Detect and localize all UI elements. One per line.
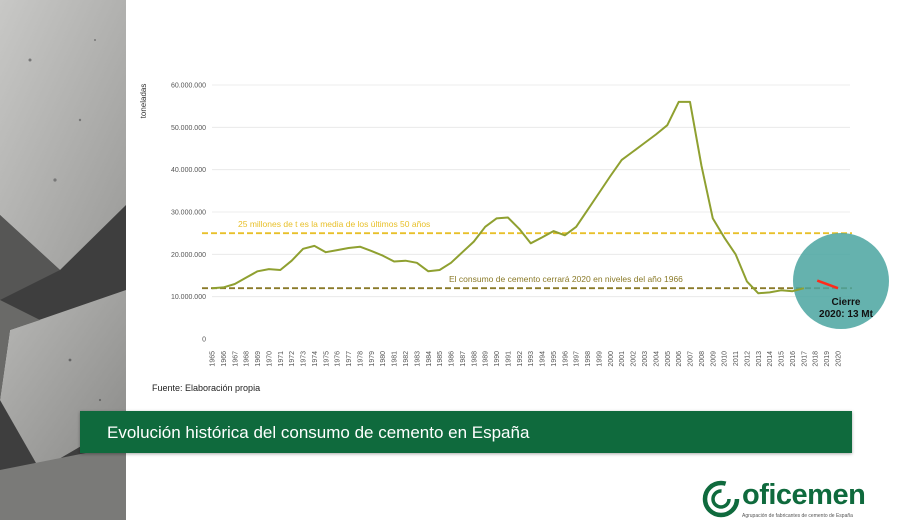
x-tick-label: 2012 [744,351,751,367]
x-tick-label: 1965 [210,351,217,367]
cement-consumption-chart: toneladas 0 10.000.000 20.000.000 30.000.00… [139,83,889,367]
x-tick-label: 1992 [517,351,524,367]
x-tick-label: 1991 [505,351,512,367]
reference-line-label: El consumo de cemento cerrará 2020 en ni… [449,274,683,284]
x-tick-label: 1977 [346,351,353,367]
x-tick-label: 1969 [255,351,262,367]
x-tick-label: 1982 [403,351,410,367]
x-tick-label: 1997 [574,351,581,367]
y-axis-title: toneladas [139,84,148,119]
reference-lines: 25 millones de t es la media de los últi… [202,219,852,290]
forecast-segment [816,279,839,290]
x-tick-label: 1984 [426,351,433,367]
x-tick-label: 1987 [460,351,467,367]
x-tick-label: 2013 [756,351,763,367]
y-tick-label: 30.000.000 [171,210,206,217]
title-banner: Evolución histórica del consumo de cemen… [80,411,852,453]
x-tick-label: 1970 [266,351,273,367]
x-tick-label: 2017 [801,351,808,367]
y-tick-label: 20.000.000 [171,252,206,259]
x-tick-label: 1979 [369,351,376,367]
y-tick-label: 40.000.000 [171,167,206,174]
callout-label: 2020: 13 Mt [819,309,874,320]
x-tick-label: 2010 [722,351,729,367]
x-tick-label: 2016 [790,351,797,367]
y-tick-label: 10.000.000 [171,294,206,301]
concrete-background [0,0,126,520]
x-tick-label: 1986 [449,351,456,367]
x-tick-label: 1966 [221,351,228,367]
y-tick-label: 0 [202,337,206,344]
x-tick-label: 2000 [608,351,615,367]
y-tick-label: 50.000.000 [171,125,206,132]
x-tick-label: 2008 [699,351,706,367]
x-tick-label: 2014 [767,351,774,367]
gridlines [212,84,850,298]
x-tick-label: 1981 [392,351,399,367]
x-tick-label: 1993 [528,351,535,367]
x-tick-label: 1995 [551,351,558,367]
x-tick-label: 1972 [289,351,296,367]
x-axis-tick-labels: 1965 1966 1967 1968 1969 1970 1971 1972 1973 1974… [210,351,843,367]
series-line [211,100,805,295]
x-tick-label: 1989 [483,351,490,367]
logo-tagline: Agrupación de fabricantes de cemento de … [742,513,853,519]
x-tick-label: 1983 [414,351,421,367]
x-tick-label: 2009 [710,351,717,367]
x-tick-label: 2019 [824,351,831,367]
x-tick-label: 2006 [676,351,683,367]
x-tick-label: 2005 [665,351,672,367]
y-tick-label: 60.000.000 [171,83,206,90]
x-tick-label: 2001 [619,351,626,367]
x-tick-label: 1980 [380,351,387,367]
reference-line-label: 25 millones de t es la media de los últi… [238,219,430,229]
x-tick-label: 2004 [653,351,660,367]
x-tick-label: 2011 [733,351,740,366]
x-tick-label: 2007 [688,351,695,367]
logo-wordmark: oficemen [742,479,866,511]
x-tick-label: 1968 [244,351,251,367]
x-tick-label: 2003 [642,351,649,367]
x-tick-label: 2015 [779,351,786,367]
x-tick-label: 1978 [357,351,364,367]
x-tick-label: 2020 [836,351,843,367]
x-tick-label: 2002 [631,351,638,367]
x-tick-label: 1976 [335,351,342,367]
x-tick-label: 1967 [232,351,239,367]
x-tick-label: 1974 [312,351,319,367]
x-tick-label: 1998 [585,351,592,367]
y-axis-tick-labels: 0 10.000.000 20.000.000 30.000.000 40.000.00… [171,83,206,344]
x-tick-label: 1990 [494,351,501,367]
x-tick-label: 1988 [471,351,478,367]
x-tick-label: 1971 [278,351,285,367]
consumption-series [211,100,805,295]
x-tick-label: 1999 [596,351,603,367]
oficemen-logo: oficemen Agrupación de fabricantes de ce… [702,478,898,520]
x-tick-label: 1994 [540,351,547,367]
x-tick-label: 1973 [301,351,308,367]
callout-label: Cierre [832,297,861,308]
x-tick-label: 1996 [562,351,569,367]
callout-bubble [793,233,889,329]
x-tick-label: 2018 [813,351,820,367]
x-tick-label: 1985 [437,351,444,367]
oficemen-logo-mark-icon [702,480,740,518]
x-tick-label: 1975 [323,351,330,367]
banner-title: Evolución histórica del consumo de cemen… [107,423,530,442]
source-note: Fuente: Elaboración propia [152,383,261,393]
